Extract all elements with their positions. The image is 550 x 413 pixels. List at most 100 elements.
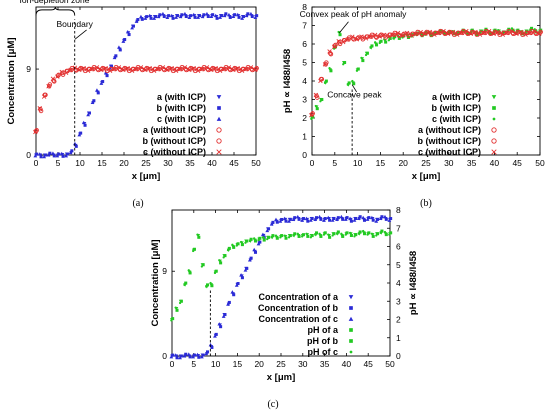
data-point-blue bbox=[274, 217, 278, 222]
legend-marker bbox=[491, 138, 497, 144]
data-point-green bbox=[384, 40, 388, 44]
x-tick-label: 25 bbox=[141, 158, 151, 168]
legend-entry: pH of b bbox=[307, 336, 338, 346]
data-point-red bbox=[350, 36, 356, 41]
data-point-blue bbox=[96, 91, 100, 95]
data-point-green bbox=[201, 263, 205, 267]
data-point-green bbox=[297, 234, 301, 238]
data-point-green bbox=[332, 232, 336, 236]
data-point-green bbox=[283, 234, 286, 237]
data-point-blue bbox=[244, 13, 249, 18]
data-point-red bbox=[460, 28, 466, 34]
data-point-red bbox=[143, 67, 148, 73]
data-point-blue bbox=[300, 218, 305, 222]
x-tick-label: 35 bbox=[320, 359, 330, 369]
data-point-blue bbox=[118, 48, 122, 52]
data-point-green bbox=[461, 28, 465, 32]
legend-entry: b (without ICP) bbox=[418, 136, 481, 146]
data-point-blue bbox=[57, 152, 61, 156]
data-point-blue bbox=[253, 15, 258, 19]
legend-entry: b (with ICP) bbox=[157, 103, 207, 113]
data-point-blue bbox=[103, 71, 108, 75]
legend-marker bbox=[217, 106, 221, 110]
data-point-green bbox=[235, 244, 238, 247]
data-point-blue bbox=[231, 14, 236, 19]
data-point-green bbox=[219, 261, 223, 265]
x-tick-label: 25 bbox=[421, 158, 431, 168]
data-point-red bbox=[392, 30, 398, 36]
data-point-blue bbox=[42, 154, 47, 159]
data-point-blue bbox=[179, 354, 183, 358]
legend-marker bbox=[216, 116, 222, 121]
data-point-blue bbox=[121, 39, 126, 43]
legend-entry: a (with ICP) bbox=[157, 92, 206, 102]
data-point-red bbox=[125, 65, 130, 71]
data-point-blue bbox=[227, 300, 231, 304]
data-point-red bbox=[129, 68, 135, 74]
data-point-red bbox=[341, 39, 346, 45]
data-point-green bbox=[239, 240, 243, 244]
data-point-blue bbox=[145, 15, 149, 19]
legend-marker bbox=[491, 149, 497, 155]
data-point-green bbox=[236, 242, 240, 246]
data-point-red bbox=[173, 68, 179, 74]
data-point-blue bbox=[83, 123, 87, 127]
data-point-green bbox=[206, 283, 210, 287]
data-point-blue bbox=[336, 216, 340, 220]
data-point-blue bbox=[184, 14, 188, 19]
x-tick-label: 25 bbox=[276, 359, 286, 369]
data-point-blue bbox=[59, 151, 64, 156]
data-point-red bbox=[505, 30, 510, 36]
data-point-blue bbox=[335, 217, 339, 221]
legend-entry: Concentration of a bbox=[258, 292, 338, 302]
data-point-red bbox=[395, 30, 401, 36]
legend-entry: b (with ICP) bbox=[432, 103, 482, 113]
data-point-blue bbox=[224, 12, 228, 16]
x-tick-label: 20 bbox=[119, 158, 129, 168]
data-point-green bbox=[275, 236, 279, 240]
y-tick-label: 8 bbox=[302, 2, 307, 12]
legend-marker bbox=[491, 95, 497, 100]
y-tick-label: 6 bbox=[302, 39, 307, 49]
data-point-blue bbox=[235, 12, 240, 17]
data-point-green bbox=[389, 231, 393, 235]
data-point-green bbox=[533, 28, 536, 31]
x-tick-label: 10 bbox=[211, 359, 221, 369]
y2-tick-label: 8 bbox=[396, 205, 401, 215]
data-point-red bbox=[537, 31, 542, 37]
data-point-blue bbox=[147, 13, 152, 18]
legend-entry: c (without ICP) bbox=[418, 147, 481, 157]
data-point-red bbox=[372, 32, 378, 38]
data-point-blue bbox=[114, 54, 118, 58]
data-point-red bbox=[459, 30, 465, 36]
data-point-blue bbox=[202, 13, 206, 17]
data-point-blue bbox=[136, 18, 140, 22]
data-point-red bbox=[436, 30, 442, 36]
data-point-red bbox=[253, 67, 258, 73]
data-point-blue bbox=[304, 216, 309, 221]
data-point-red bbox=[518, 29, 524, 35]
data-point-blue bbox=[51, 151, 55, 155]
data-point-green bbox=[367, 231, 371, 235]
data-point-green bbox=[380, 229, 384, 233]
data-point-green bbox=[357, 232, 360, 235]
data-point-blue bbox=[48, 151, 52, 155]
data-point-green bbox=[314, 233, 317, 236]
legend-marker bbox=[492, 117, 496, 121]
data-point-blue bbox=[295, 214, 300, 219]
legend-marker bbox=[216, 127, 222, 133]
data-point-red bbox=[482, 30, 487, 36]
data-point-blue bbox=[326, 215, 331, 220]
data-point-red bbox=[310, 111, 315, 116]
data-point-red bbox=[415, 29, 420, 35]
data-point-red bbox=[327, 49, 332, 54]
data-point-green bbox=[466, 32, 470, 36]
data-point-green bbox=[388, 233, 391, 236]
data-point-red bbox=[373, 34, 379, 39]
data-point-green bbox=[262, 238, 266, 242]
data-point-blue bbox=[226, 302, 230, 306]
data-point-green bbox=[209, 281, 212, 285]
data-point-red bbox=[81, 65, 86, 71]
data-point-red bbox=[134, 66, 139, 72]
